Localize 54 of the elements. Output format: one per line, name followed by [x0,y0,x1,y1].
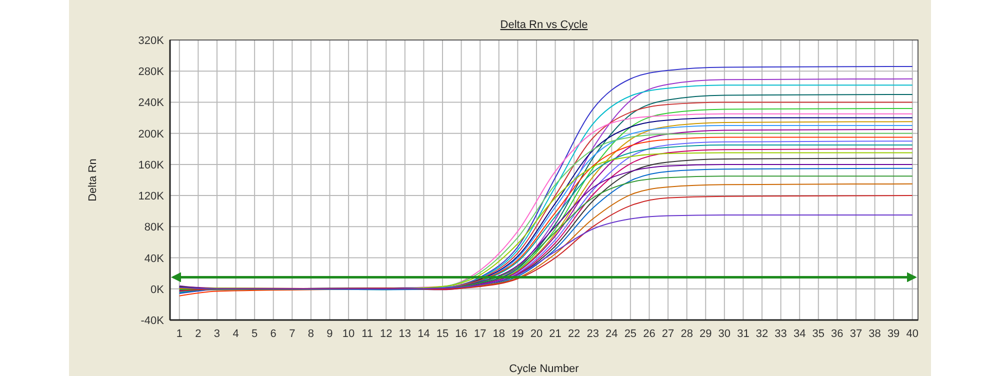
x-tick-label: 31 [737,328,750,340]
x-tick-label: 26 [643,328,656,340]
x-tick-label: 9 [326,328,333,340]
y-tick-label: 280K [138,66,165,78]
x-tick-label: 36 [831,328,844,340]
x-tick-label: 10 [342,328,355,340]
x-tick-label: 33 [774,328,787,340]
y-axis-title: Delta Rn [87,158,99,202]
y-tick-label: 160K [138,159,165,172]
x-tick-label: 7 [289,328,296,340]
x-tick-label: 34 [793,328,806,340]
x-tick-label: 23 [586,328,599,340]
x-tick-label: 5 [252,328,258,340]
x-tick-label: 19 [512,328,524,340]
x-tick-label: 8 [308,328,314,340]
y-tick-label: 120K [138,190,165,203]
x-tick-label: 14 [418,328,430,340]
y-tick-label: 200K [138,128,165,140]
x-tick-label: 18 [492,328,506,340]
x-tick-label: 21 [549,328,562,340]
x-tick-label: 16 [455,328,468,340]
x-tick-label: 28 [680,328,693,340]
x-tick-label: 38 [868,328,881,340]
x-tick-label: 1 [176,328,182,340]
x-tick-label: 27 [662,328,674,340]
y-tick-label: 40K [144,252,165,265]
chart-title: Delta Rn vs Cycle [500,19,588,31]
y-tick-label: 80K [144,222,165,234]
y-tick-label: -40K [140,315,165,327]
x-tick-label: 17 [474,328,486,340]
x-tick-label: 20 [530,328,543,340]
y-tick-label: 0K [150,284,165,296]
y-tick-label: 240K [138,97,165,110]
x-tick-label: 15 [436,328,449,340]
x-tick-label: 40 [906,328,918,340]
x-axis-title: Cycle Number [509,363,580,375]
x-tick-label: 25 [624,328,637,340]
x-tick-label: 4 [232,328,239,340]
x-tick-label: 13 [398,328,412,340]
line-series [178,214,913,290]
x-tick-label: 24 [606,328,618,340]
x-tick-label: 6 [270,328,276,340]
x-tick-label: 29 [700,328,712,340]
x-tick-label: 35 [812,328,825,340]
x-tick-label: 11 [362,328,374,340]
x-tick-label: 39 [887,328,900,340]
x-tick-label: 30 [718,328,731,340]
x-tick-label: 22 [568,328,580,340]
x-tick-label: 32 [756,328,768,340]
x-tick-label: 37 [850,328,862,340]
y-tick-label: 320K [138,35,165,47]
x-tick-label: 3 [214,328,220,340]
x-tick-label: 12 [380,328,392,340]
x-tick-label: 2 [195,328,202,340]
